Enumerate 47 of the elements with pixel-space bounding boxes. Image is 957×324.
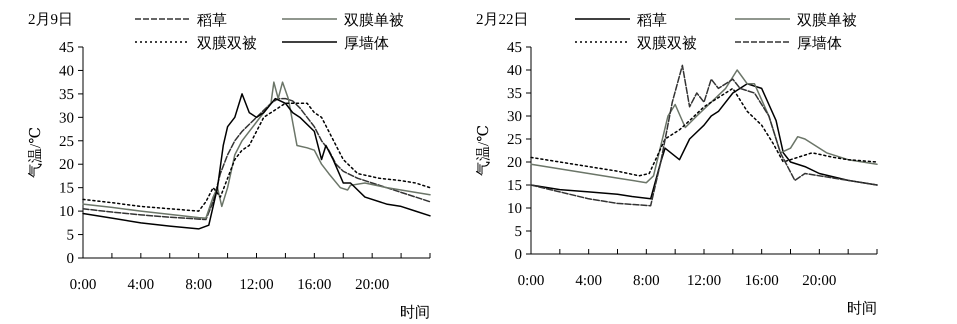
- y-tick-label: 20: [59, 157, 74, 174]
- x-tick-label: 4:00: [127, 277, 154, 293]
- x-axis-title: 时间: [400, 304, 430, 321]
- y-tick-label: 15: [59, 180, 74, 197]
- chart-title: 2月22日: [476, 12, 528, 28]
- legend-label: 稻草: [637, 12, 667, 29]
- y-tick-label: 40: [59, 63, 74, 80]
- x-tick-label: 4:00: [575, 273, 602, 289]
- y-tick-label: 20: [507, 155, 522, 171]
- y-tick-label: 30: [507, 109, 522, 125]
- y-tick-label: 30: [59, 110, 74, 126]
- y-tick-label: 5: [66, 228, 74, 244]
- y-tick-label: 0: [66, 251, 74, 267]
- legend-label: 稻草: [197, 12, 227, 29]
- legend-label: 双膜双被: [197, 35, 257, 52]
- x-tick-label: 8:00: [185, 277, 212, 293]
- y-tick-label: 15: [507, 178, 522, 194]
- y-axis-title: 气温/℃: [27, 127, 44, 178]
- legend-label: 厚墙体: [344, 35, 389, 52]
- y-tick-label: 45: [59, 40, 74, 56]
- chart-title: 2月9日: [28, 12, 73, 28]
- y-tick-label: 35: [59, 86, 74, 103]
- x-tick-label: 8:00: [632, 273, 660, 289]
- x-tick-label: 0:00: [70, 277, 96, 293]
- line-series: [530, 69, 878, 184]
- y-tick-label: 25: [507, 132, 522, 148]
- y-tick-label: 25: [59, 134, 74, 150]
- legend-label: 双膜单被: [797, 12, 857, 29]
- y-tick-label: 10: [507, 201, 522, 217]
- y-tick-label: 0: [514, 247, 522, 263]
- y-tick-label: 35: [507, 86, 522, 102]
- x-tick-label: 16:00: [297, 277, 332, 293]
- y-tick-label: 5: [514, 224, 522, 240]
- legend-label: 双膜双被: [637, 35, 697, 52]
- y-tick-label: 10: [59, 204, 74, 220]
- legend-label: 厚墙体: [797, 35, 842, 52]
- x-tick-label: 16:00: [744, 273, 779, 289]
- y-tick-label: 40: [507, 63, 522, 79]
- y-tick-label: 45: [507, 40, 522, 56]
- x-tick-label: 20:00: [355, 277, 390, 293]
- x-tick-label: 20:00: [802, 273, 836, 289]
- legend-label: 双膜单被: [344, 12, 404, 29]
- x-tick-label: 12:00: [686, 273, 722, 289]
- y-axis-title: 气温/℃: [475, 125, 492, 176]
- x-tick-label: 0:00: [518, 273, 544, 289]
- x-tick-label: 12:00: [239, 277, 274, 293]
- x-axis-title: 时间: [847, 300, 877, 317]
